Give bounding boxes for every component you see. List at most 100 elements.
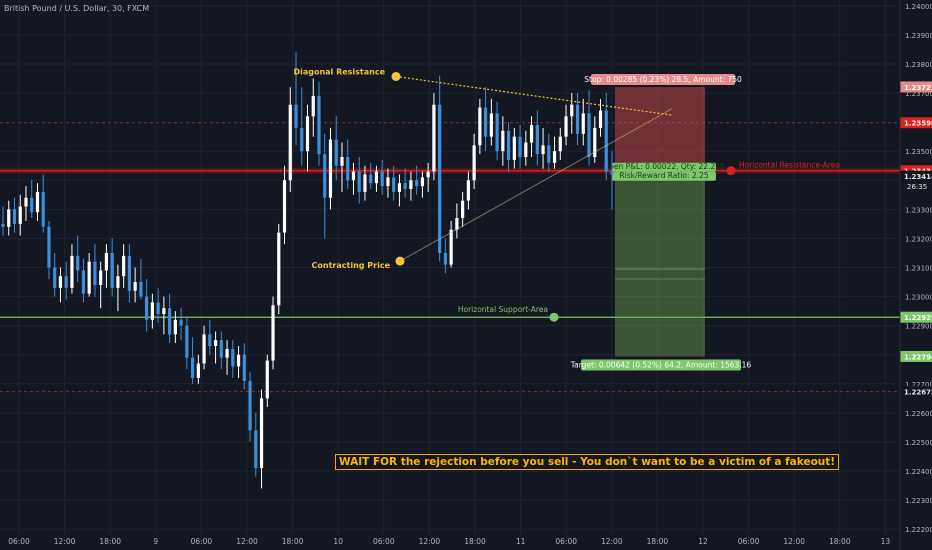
candle-body	[190, 357, 195, 378]
x-tick-label: 12:00	[601, 537, 623, 546]
y-tick-label: 1.23200	[905, 235, 932, 243]
candle-body	[426, 171, 430, 178]
candle-body	[248, 380, 252, 431]
candle-body	[529, 125, 534, 143]
candle-body	[438, 104, 442, 253]
candle-body	[374, 171, 379, 184]
candle-body	[64, 276, 68, 288]
candle-body	[328, 139, 333, 198]
candle-body	[122, 255, 126, 277]
candle-body	[271, 305, 275, 361]
y-tick-label: 1.22700	[905, 381, 932, 389]
candle-body	[1, 223, 5, 227]
candle-body	[501, 130, 505, 152]
countdown-label: 26:35	[907, 183, 927, 191]
target-zone	[615, 169, 705, 357]
candle-body	[432, 104, 436, 172]
y-tick-label: 1.22600	[905, 410, 932, 418]
candle-body	[202, 334, 206, 364]
x-tick-label: 9	[153, 537, 158, 546]
x-tick-label: 06:00	[555, 537, 577, 546]
x-tick-label: 18:00	[647, 537, 669, 546]
y-tick-label: 1.23700	[905, 90, 932, 98]
candle-body	[484, 107, 488, 137]
x-tick-label: 12:00	[783, 537, 805, 546]
candle-body	[116, 276, 120, 288]
candle-body	[386, 177, 390, 187]
x-tick-label: 12:00	[54, 537, 76, 546]
candles	[1, 52, 614, 489]
candle-body	[145, 296, 149, 320]
candle-body	[541, 145, 545, 155]
price-label-box	[900, 117, 932, 129]
candle-body	[168, 308, 172, 335]
candle-body	[593, 127, 597, 158]
target-label: Target: 0.00642 (0.52%) 64.2, Amount: 15…	[570, 360, 752, 369]
candle-body	[587, 113, 591, 158]
short-position-tool[interactable]: Stop: 0.00285 (0.23%) 28.5, Amount: 750 O…	[570, 73, 752, 371]
support-marker	[549, 312, 559, 322]
resistance-marker	[726, 166, 736, 176]
x-tick-label: 18:00	[282, 537, 304, 546]
candle-body	[288, 104, 292, 181]
candle-body	[323, 154, 327, 198]
ratio-label-box	[612, 171, 716, 181]
entry-label: Open P&L: 0.00022, Qty: 22.228	[603, 162, 725, 171]
y-tick-label: 1.23800	[905, 61, 932, 69]
candle-body	[409, 180, 413, 189]
candle-body	[552, 151, 557, 163]
candle-body	[127, 255, 131, 291]
candle-body	[558, 136, 562, 152]
candle-body	[47, 226, 51, 268]
level-lines	[0, 122, 900, 393]
candle-body	[346, 157, 350, 181]
candle-body	[300, 127, 304, 152]
y-tick-label: 1.23900	[905, 32, 932, 40]
x-tick-label: 10	[333, 537, 343, 546]
candle-body	[466, 180, 470, 201]
candle-body	[254, 430, 258, 469]
entry-label-box	[612, 162, 716, 172]
candle-body	[265, 360, 269, 399]
candle-body	[305, 116, 310, 152]
candle-body	[581, 113, 585, 134]
candle-body	[150, 302, 154, 320]
countdown-box	[901, 181, 932, 192]
candle-body	[524, 142, 528, 158]
candle-body	[363, 174, 367, 192]
candle-body	[133, 282, 137, 291]
y-tick-label: 1.24000	[905, 3, 932, 11]
contracting-price-marker	[395, 256, 405, 266]
candle-body	[41, 191, 45, 227]
candle-body	[547, 145, 551, 163]
y-tick-label: 1.23100	[905, 265, 932, 273]
x-tick-label: 13	[881, 537, 891, 546]
candle-body	[420, 177, 425, 187]
x-tick-label: 06:00	[738, 537, 760, 546]
time-axis[interactable]: 06:00 12:00 18:00 9 06:00 12:00 18:00 10 06:00 12…	[8, 537, 890, 546]
candle-body	[506, 130, 511, 160]
candle-body	[443, 252, 447, 265]
candle-body	[403, 183, 407, 189]
candle-body	[236, 354, 241, 367]
y-tick-label: 1.22900	[905, 323, 932, 331]
x-tick-label: 06:00	[8, 537, 30, 546]
diagonal-resistance-line	[395, 75, 673, 116]
x-tick-label: 18:00	[99, 537, 121, 546]
trade-caption: WAIT FOR the rejection before you sell -…	[335, 454, 840, 470]
candle-body	[208, 334, 212, 347]
price-label-box	[900, 311, 932, 323]
candle-body	[156, 302, 160, 315]
price-axis[interactable]: 1.24000 1.23900 1.23800 1.23700 1.23500 1.234…	[899, 0, 932, 550]
candle-body	[340, 157, 344, 166]
candle-body	[259, 398, 264, 469]
price-label: 1.22929	[904, 314, 932, 322]
y-tick-label: 1.22200	[905, 526, 932, 534]
candle-body	[449, 229, 453, 265]
price-label-box	[900, 386, 932, 398]
y-tick-label: 1.23500	[905, 148, 932, 156]
candle-body	[351, 171, 356, 181]
candle-body	[455, 218, 459, 230]
candle-body	[598, 110, 603, 128]
